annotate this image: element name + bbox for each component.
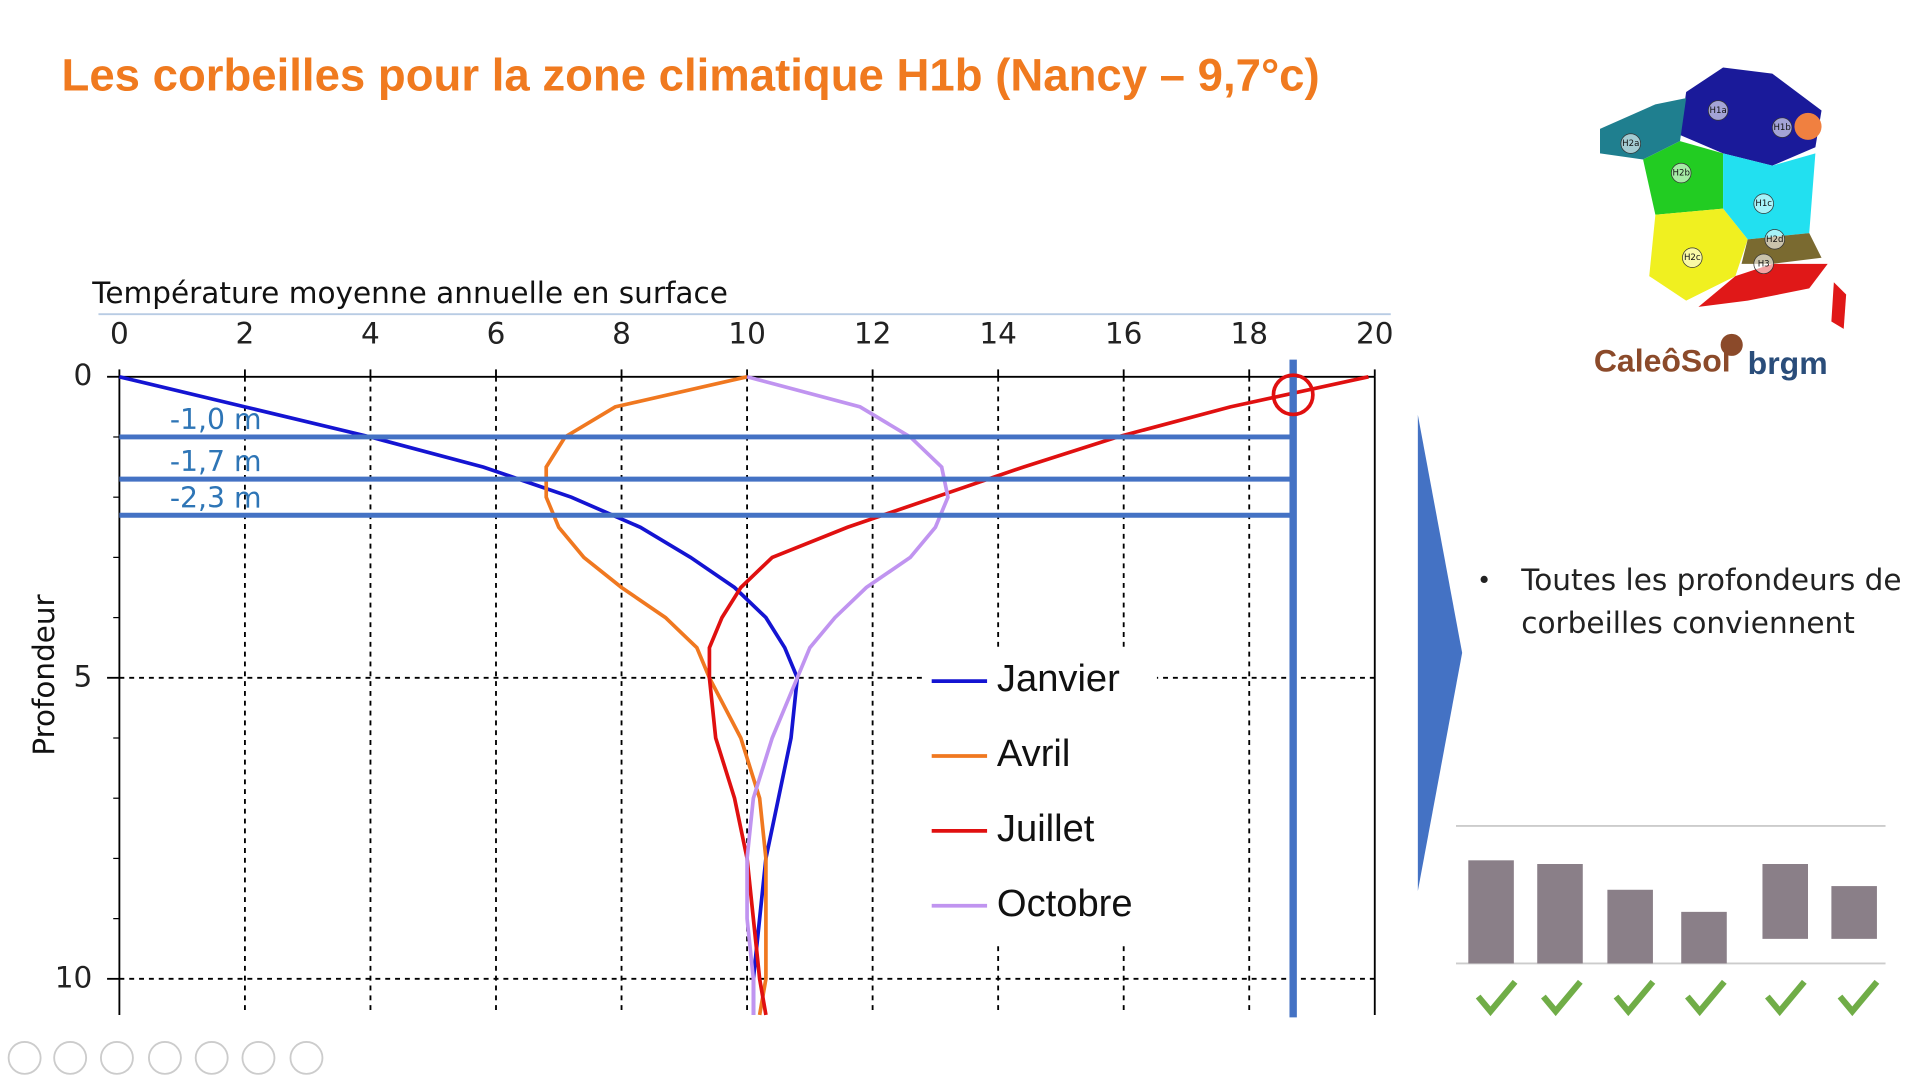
x-tick-label: 16 [1105,317,1143,351]
x-tick-label: 8 [612,317,631,351]
series-line [544,374,768,1016]
map-label-badge [1771,117,1793,138]
depth-label: -1,0 m [170,403,262,436]
map-label: H2c [1684,253,1701,263]
x-tick-label: 14 [979,317,1017,351]
legend-label: Octobre [997,883,1133,925]
x-tick-label: 6 [487,317,506,351]
map-label-badge [1671,162,1692,184]
y-axis-label: Profondeur [27,593,61,755]
bullet: • [1477,566,1492,595]
y-tick-label: 5 [74,659,93,693]
map-label-badge [1764,229,1785,250]
map-label-badge [1753,253,1774,275]
check-marks [1475,979,1880,1017]
bullet-text: Toutes les profondeurs de [1520,563,1901,597]
y-tick-label: 10 [55,960,93,994]
legend-label: Janvier [997,658,1120,700]
legend-label: Avril [997,733,1070,775]
map-label: H1b [1773,123,1790,133]
logo-left: CaleôSol [1594,343,1731,379]
x-tick-label: 0 [110,317,129,351]
map-label-badge [1620,133,1641,154]
map-label: H2b [1673,169,1690,179]
arrow [1417,414,1463,891]
map-label: H2a [1622,139,1639,149]
x-tick-label: 12 [854,317,892,351]
depth-label: -1,7 m [170,445,262,478]
logo-icon [1720,333,1743,356]
x-tick-label: 4 [361,317,380,351]
series-line [745,374,950,1015]
map-label-badge [1753,193,1774,214]
slide-title: Les corbeilles pour la zone climatique H… [62,50,1320,101]
map-label-badge [1682,247,1703,268]
map-label: H1c [1755,199,1772,209]
bullet-text: corbeilles conviennent [1521,606,1855,640]
map-label-badge [1707,100,1729,121]
x-axis-label: Température moyenne annuelle en surface [91,276,728,310]
map-label: H2d [1766,235,1783,245]
map-label: H3 [1758,259,1770,269]
map-label: H1a [1710,106,1727,116]
highlight-circle [1271,373,1315,417]
legend-box [923,650,1157,945]
series-line [707,374,1369,1016]
depth-label: -2,3 m [170,481,262,514]
basket-icons [1468,860,1877,964]
x-tick-label: 18 [1230,317,1268,351]
x-tick-label: 2 [236,317,255,351]
y-tick-label: 0 [74,358,93,392]
series-line [118,374,800,1015]
toolbar[interactable] [7,1041,324,1075]
x-tick-label: 20 [1356,317,1394,351]
logo-right: brgm [1748,345,1828,381]
legend-label: Juillet [997,808,1095,850]
x-tick-label: 10 [728,317,766,351]
